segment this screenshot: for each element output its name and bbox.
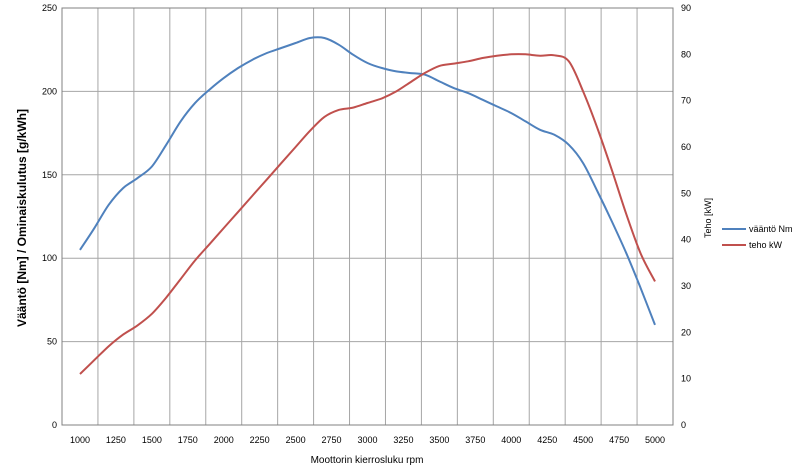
x-tick-label: 4750 xyxy=(609,435,629,445)
x-tick-label: 3250 xyxy=(393,435,413,445)
x-axis-tick-labels: 1000 1250 1500 1750 2000 2250 2500 2750 3000 3250… xyxy=(70,435,665,445)
x-tick-label: 2500 xyxy=(286,435,306,445)
right-axis-title: Teho [kW] xyxy=(703,198,713,238)
vertical-gridlines xyxy=(97,8,638,425)
x-tick-label: 2250 xyxy=(250,435,270,445)
x-axis-title: Moottorin kierrosluku rpm xyxy=(311,455,424,466)
series-line-power xyxy=(79,53,656,375)
x-tick-label: 3000 xyxy=(357,435,377,445)
x-tick-label: 1000 xyxy=(70,435,90,445)
left-tick-label: 250 xyxy=(42,3,57,13)
right-axis-tick-labels: 0 10 20 30 40 50 60 70 80 90 xyxy=(681,3,691,430)
right-tick-label: 30 xyxy=(681,281,691,291)
left-tick-label: 200 xyxy=(42,86,57,96)
right-tick-label: 80 xyxy=(681,49,691,59)
legend: vääntö Nm teho kW xyxy=(722,224,793,250)
x-tick-label: 2750 xyxy=(322,435,342,445)
x-tick-label: 3750 xyxy=(465,435,485,445)
right-tick-label: 10 xyxy=(681,374,691,384)
legend-label: teho kW xyxy=(749,240,783,250)
legend-label: vääntö Nm xyxy=(749,224,793,234)
series-lines xyxy=(79,36,656,375)
left-axis-tick-labels: 0 50 100 150 200 250 xyxy=(42,3,57,430)
left-tick-label: 0 xyxy=(52,420,57,430)
x-tick-label: 1750 xyxy=(178,435,198,445)
x-tick-label: 4250 xyxy=(537,435,557,445)
plot-area-frame xyxy=(61,7,674,426)
x-tick-label: 2000 xyxy=(214,435,234,445)
x-tick-label: 1250 xyxy=(106,435,126,445)
x-tick-label: 5000 xyxy=(645,435,665,445)
right-tick-label: 90 xyxy=(681,3,691,13)
series-line-torque xyxy=(79,36,656,326)
right-tick-label: 50 xyxy=(681,188,691,198)
left-tick-label: 150 xyxy=(42,170,57,180)
left-tick-label: 50 xyxy=(47,337,57,347)
right-tick-label: 40 xyxy=(681,235,691,245)
x-tick-label: 3500 xyxy=(429,435,449,445)
right-tick-label: 20 xyxy=(681,327,691,337)
x-tick-label: 4500 xyxy=(573,435,593,445)
right-tick-label: 60 xyxy=(681,142,691,152)
left-axis-title: Vääntö [Nm] / Ominaiskulutus [g/kWh] xyxy=(15,109,29,327)
right-tick-label: 70 xyxy=(681,96,691,106)
left-tick-label: 100 xyxy=(42,253,57,263)
x-tick-label: 1500 xyxy=(142,435,162,445)
x-tick-label: 4000 xyxy=(501,435,521,445)
right-tick-label: 0 xyxy=(681,420,686,430)
